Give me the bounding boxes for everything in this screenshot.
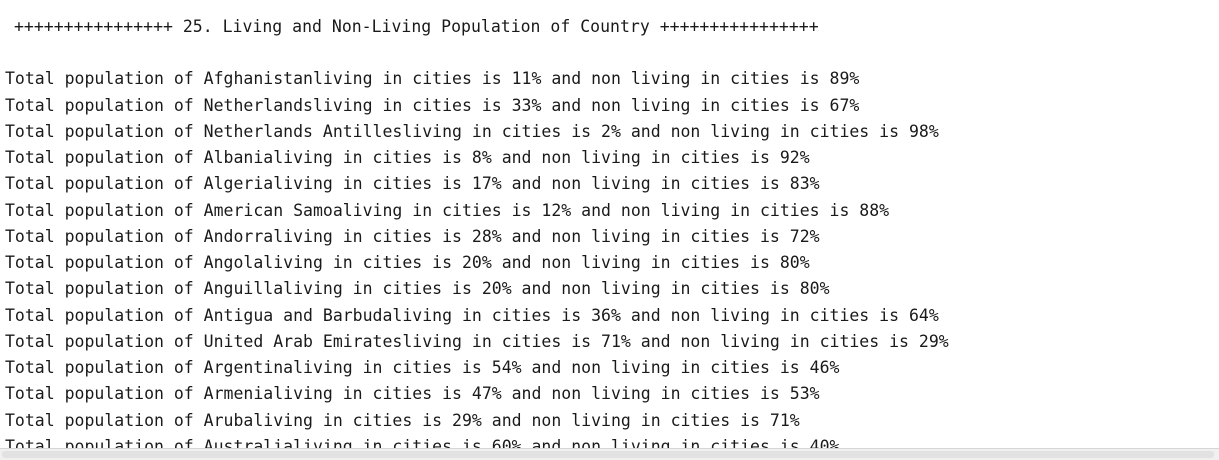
horizontal-scrollbar[interactable] xyxy=(0,448,1219,460)
output-line: Total population of Algerialiving in cit… xyxy=(5,174,820,193)
output-line: Total population of Antigua and Barbudal… xyxy=(5,306,939,325)
output-line: Total population of Andorraliving in cit… xyxy=(5,227,820,246)
output-line: Total population of United Arab Emirates… xyxy=(5,332,949,351)
output-line: Total population of Afghanistanliving in… xyxy=(5,69,860,88)
output-line: Total population of Anguillaliving in ci… xyxy=(5,279,830,298)
output-line: Total population of Angolaliving in citi… xyxy=(5,253,810,272)
output-line: Total population of Netherlandsliving in… xyxy=(5,96,860,115)
output-line: Total population of Arubaliving in citie… xyxy=(5,411,800,430)
section-header: ++++++++++++++++ 25. Living and Non-Livi… xyxy=(14,17,819,36)
scrollbar-thumb[interactable] xyxy=(2,451,1214,458)
output-line: Total population of American Samoaliving… xyxy=(5,201,890,220)
output-line: Total population of Armenialiving in cit… xyxy=(5,384,820,403)
output-line: Total population of Netherlands Antilles… xyxy=(5,122,939,141)
output-line: Total population of Argentinaliving in c… xyxy=(5,358,840,377)
output-line: Total population of Albanialiving in cit… xyxy=(5,148,810,167)
